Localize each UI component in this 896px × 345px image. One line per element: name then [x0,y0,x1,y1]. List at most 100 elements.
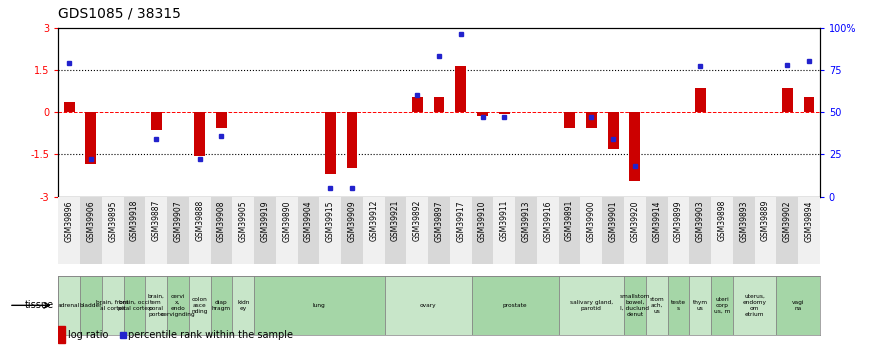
Bar [428,197,450,264]
Bar [189,276,211,335]
Bar [124,197,145,264]
Bar [58,326,65,343]
Text: lung: lung [313,303,326,308]
Bar [689,276,711,335]
Bar [711,197,733,264]
Bar [646,276,668,335]
Bar [254,197,276,264]
Bar [804,97,814,112]
Bar [624,197,646,264]
Text: kidn
ey: kidn ey [237,300,249,311]
Bar [602,197,624,264]
Bar [211,197,232,264]
Text: vagi
na: vagi na [792,300,805,311]
Text: diap
hragm: diap hragm [211,300,231,311]
Bar [559,197,581,264]
Text: GSM39903: GSM39903 [695,200,704,242]
Bar [478,112,488,116]
Bar [564,112,575,128]
Bar [232,197,254,264]
Text: GSM39915: GSM39915 [326,200,335,242]
Text: GSM39902: GSM39902 [783,200,792,242]
Bar [412,97,423,112]
Bar [324,112,336,174]
Text: brain,
tem
poral
porte: brain, tem poral porte [148,294,165,316]
Bar [689,197,711,264]
Bar [515,197,537,264]
Text: GSM39916: GSM39916 [543,200,552,242]
Text: GSM39890: GSM39890 [282,200,291,242]
Bar [64,102,74,112]
Bar [194,112,205,156]
Text: GSM39905: GSM39905 [238,200,247,242]
Bar [80,197,102,264]
Bar [254,276,384,335]
Bar [624,276,646,335]
Bar [776,276,820,335]
Bar [58,197,80,264]
Text: GSM39911: GSM39911 [500,200,509,242]
Text: GSM39899: GSM39899 [674,200,683,242]
Bar [384,276,471,335]
Text: GSM39909: GSM39909 [348,200,357,242]
Text: GSM39895: GSM39895 [108,200,117,242]
Bar [124,276,145,335]
Bar [455,66,466,112]
Bar [776,197,798,264]
Text: GSM39919: GSM39919 [261,200,270,242]
Bar [668,276,689,335]
Text: colon
asce
nding: colon asce nding [192,297,208,314]
Bar [145,276,167,335]
Text: GSM39896: GSM39896 [65,200,73,242]
Bar [733,197,754,264]
Bar [319,197,341,264]
Bar [216,112,227,128]
Text: adrenal: adrenal [58,303,81,308]
Text: GSM39888: GSM39888 [195,200,204,241]
Text: GSM39921: GSM39921 [391,200,400,242]
Bar [494,197,515,264]
Text: GSM39894: GSM39894 [805,200,814,242]
Bar [781,88,793,112]
Text: GSM39898: GSM39898 [718,200,727,242]
Text: GSM39906: GSM39906 [86,200,95,242]
Bar [85,112,96,164]
Text: GSM39887: GSM39887 [151,200,160,242]
Text: GDS1085 / 38315: GDS1085 / 38315 [58,7,181,21]
Text: brain, front
al cortex: brain, front al cortex [97,300,129,311]
Bar [586,112,597,128]
Text: GSM39917: GSM39917 [456,200,465,242]
Text: tissue: tissue [24,300,54,310]
Bar [341,197,363,264]
Text: uteri
corp
us, m: uteri corp us, m [714,297,730,314]
Bar [646,197,668,264]
Bar [607,112,618,149]
Bar [189,197,211,264]
Bar [347,112,358,168]
Text: GSM39914: GSM39914 [652,200,661,242]
Bar [151,112,161,130]
Bar [581,197,602,264]
Bar [754,197,776,264]
Text: GSM39913: GSM39913 [521,200,530,242]
Text: ovary: ovary [420,303,436,308]
Bar [559,276,624,335]
Bar [102,197,124,264]
Bar [167,276,189,335]
Bar [407,197,428,264]
Text: prostate: prostate [503,303,528,308]
Bar [733,276,776,335]
Text: GSM39920: GSM39920 [631,200,640,242]
Bar [276,197,297,264]
Text: salivary gland,
parotid: salivary gland, parotid [570,300,613,311]
Text: thym
us: thym us [693,300,708,311]
Bar [694,88,706,112]
Text: cervi
x,
endo
cervignding: cervi x, endo cervignding [160,294,195,316]
Bar [668,197,689,264]
Bar [145,197,167,264]
Text: stom
ach,
us: stom ach, us [650,297,664,314]
Bar [471,276,559,335]
Bar [363,197,384,264]
Text: bladder: bladder [80,303,102,308]
Text: GSM39908: GSM39908 [217,200,226,242]
